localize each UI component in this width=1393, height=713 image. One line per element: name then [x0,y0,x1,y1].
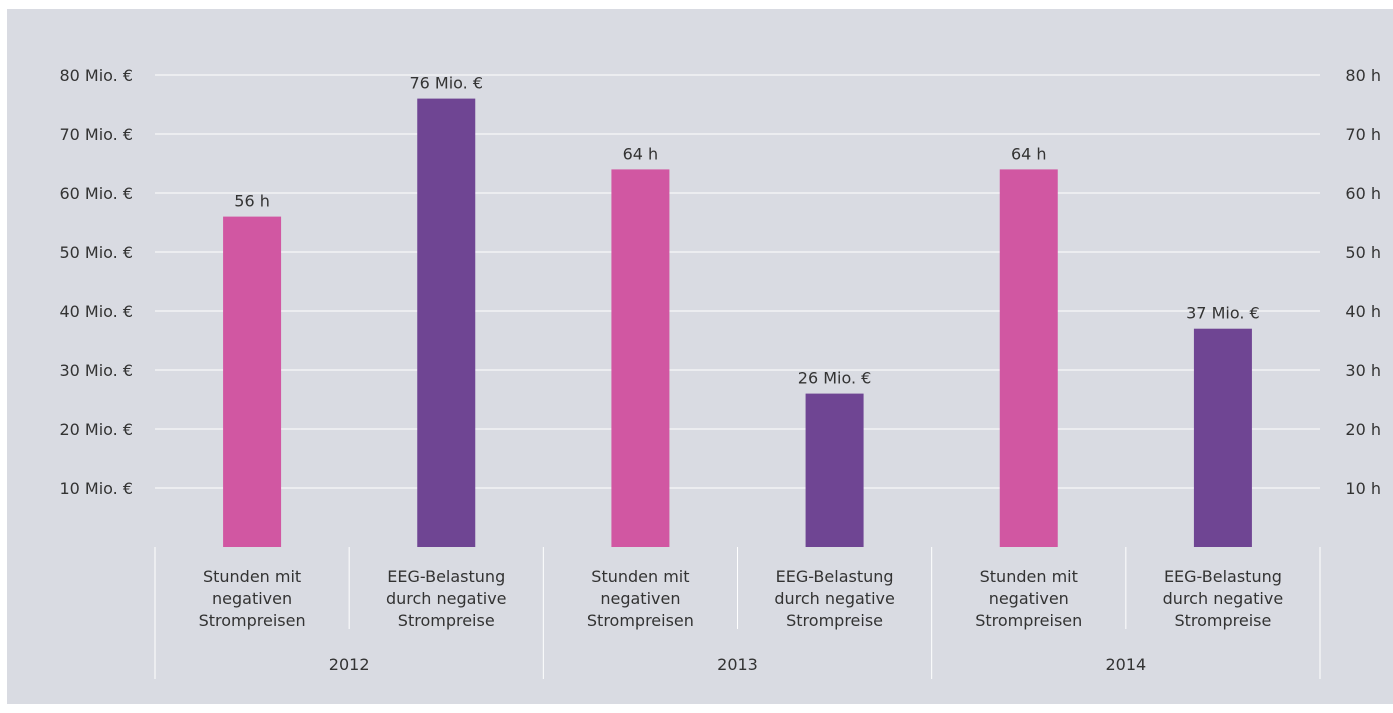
right-axis-tick: 50 h [1345,243,1381,262]
left-axis-tick: 50 Mio. € [59,243,133,262]
category-label: Stunden mit [591,567,689,586]
category-label: durch negative [774,589,895,608]
bar [1193,328,1252,547]
bar [611,169,670,547]
bar-value-label: 76 Mio. € [409,74,483,93]
bar-value-label: 37 Mio. € [1186,304,1260,323]
bar-value-label: 56 h [234,192,270,211]
left-axis-tick: 40 Mio. € [59,302,133,321]
bar [417,98,476,547]
group-label: 2014 [1105,655,1146,674]
category-label: EEG-Belastung [387,567,505,586]
group-label: 2013 [717,655,758,674]
right-axis-tick: 40 h [1345,302,1381,321]
left-axis-tick: 10 Mio. € [59,479,133,498]
right-axis-tick: 20 h [1345,420,1381,439]
category-label: Strompreisen [975,611,1082,630]
category-label: negativen [600,589,680,608]
category-label: durch negative [386,589,507,608]
category-label: Strompreise [1174,611,1271,630]
group-label: 2012 [329,655,370,674]
bar-value-label: 64 h [623,144,659,163]
category-label: EEG-Belastung [1164,567,1282,586]
left-axis-tick: 30 Mio. € [59,361,133,380]
right-axis-tick: 80 h [1345,66,1381,85]
left-axis-tick: 20 Mio. € [59,420,133,439]
category-label: negativen [989,589,1069,608]
category-label: durch negative [1163,589,1284,608]
left-axis-tick: 70 Mio. € [59,125,133,144]
right-axis-tick: 60 h [1345,184,1381,203]
category-label: Strompreise [786,611,883,630]
left-axis-tick: 60 Mio. € [59,184,133,203]
category-label: EEG-Belastung [776,567,894,586]
bar [999,169,1058,547]
bar [223,216,282,547]
category-label: Strompreisen [587,611,694,630]
left-axis-tick: 80 Mio. € [59,66,133,85]
category-label: Strompreisen [199,611,306,630]
right-axis-tick: 10 h [1345,479,1381,498]
category-label: Stunden mit [203,567,301,586]
right-axis-tick: 30 h [1345,361,1381,380]
category-label: Strompreise [398,611,495,630]
bar-value-label: 26 Mio. € [798,369,872,388]
bar [805,393,864,547]
category-label: negativen [212,589,292,608]
right-axis-tick: 70 h [1345,125,1381,144]
category-label: Stunden mit [980,567,1078,586]
bar-value-label: 64 h [1011,144,1047,163]
